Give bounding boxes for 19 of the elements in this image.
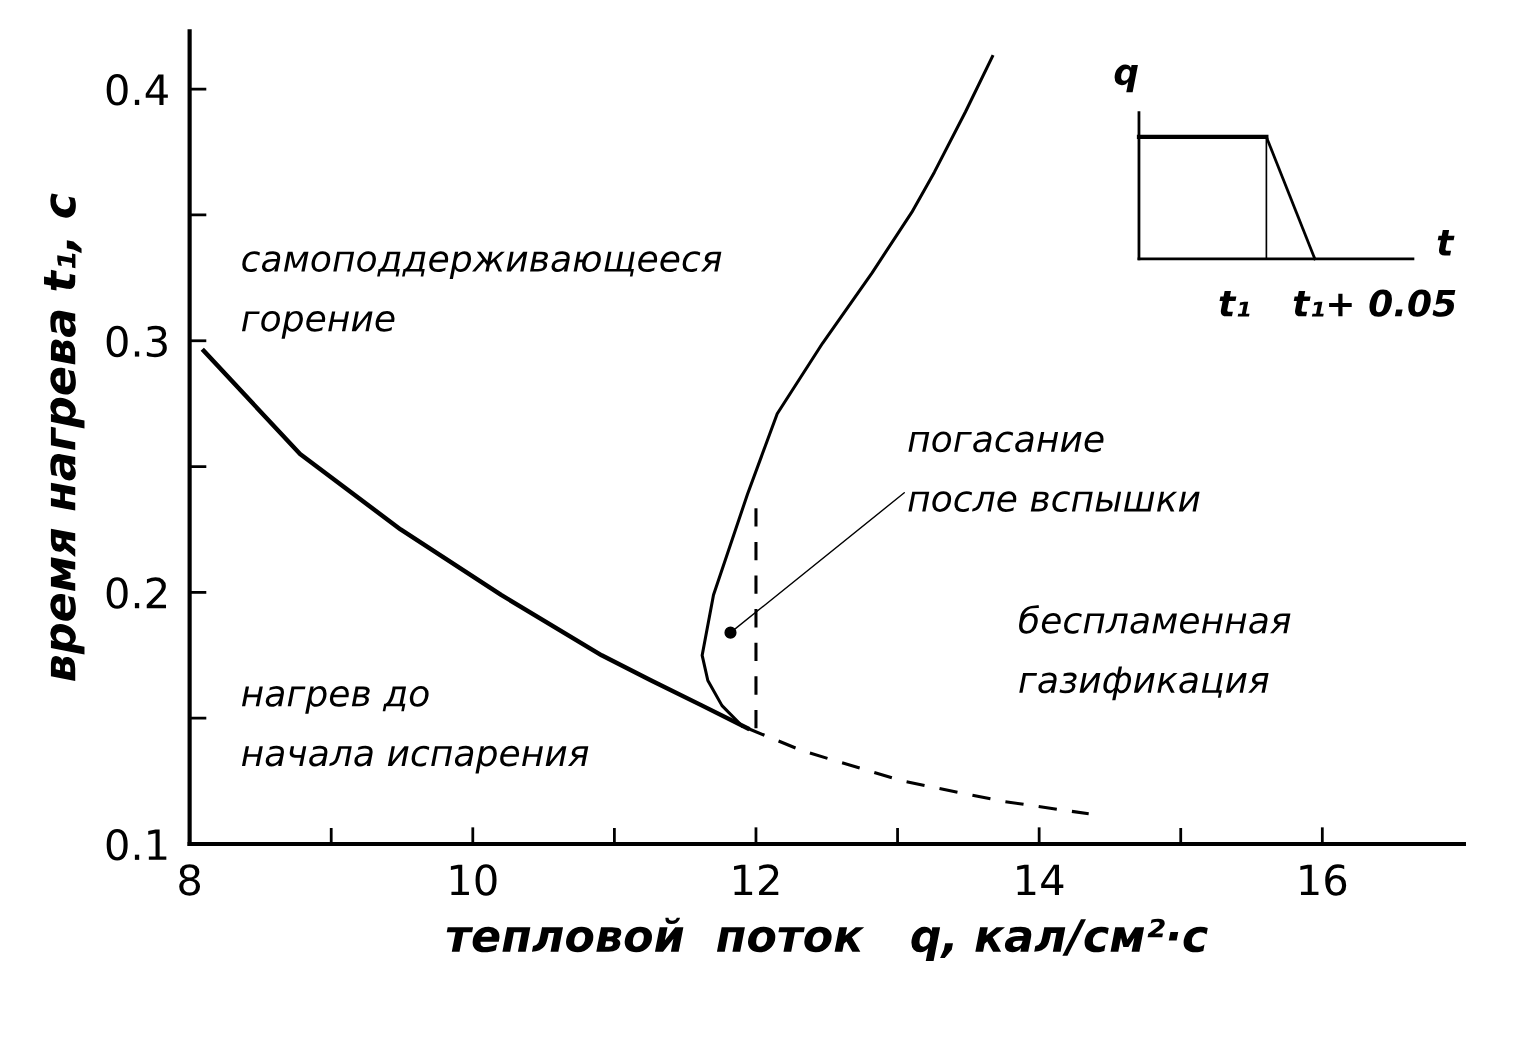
annotation: самоподдерживающееся горение [241,251,722,339]
x-axis-title: тепловой поток q, кал/см²·с [446,917,1208,961]
y-tick-label: 0.1 [106,828,167,861]
annotation: погасание после вспышки [908,431,1200,512]
annotation: q [1114,64,1138,93]
x-tick-label: 10 [450,864,497,896]
y-tick-label: 0.3 [106,325,167,358]
x-tick-label: 14 [1017,864,1064,896]
annotation: t [1437,230,1455,256]
annotation: t₁ [1219,290,1250,317]
y-axis-title: время нагрева t₁, с [44,193,85,681]
x-tick-label: 8 [179,864,201,896]
y-tick-label: 0.2 [106,577,167,609]
y-tick-label: 0.4 [106,74,168,106]
x-tick-label: 12 [734,864,779,896]
annotation: беспламенная газификация [1019,605,1291,701]
annotation: нагрев до начала испарения [241,686,589,774]
x-tick-label: 16 [1300,864,1347,896]
annotation: t₁+ 0.05 [1293,289,1456,317]
